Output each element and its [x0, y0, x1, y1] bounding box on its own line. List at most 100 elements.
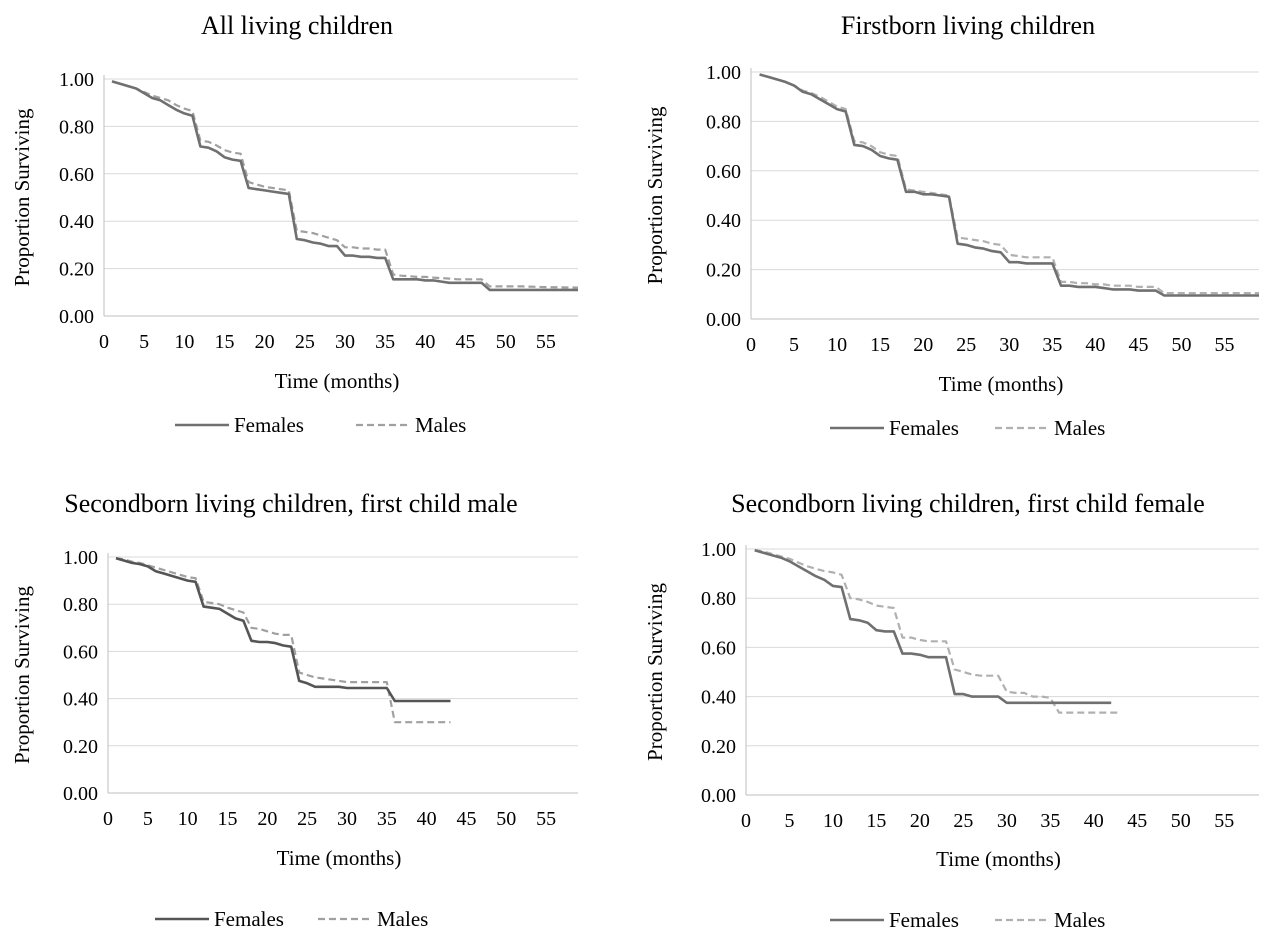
- x-tick-label: 20: [255, 331, 275, 353]
- y-tick-label: 0.00: [59, 306, 94, 328]
- x-tick-label: 55: [1215, 334, 1235, 356]
- x-tick-label: 10: [174, 331, 194, 353]
- y-tick-label: 0.80: [701, 588, 736, 610]
- x-tick-label: 35: [377, 808, 397, 830]
- x-tick-label: 55: [1214, 810, 1234, 832]
- chart-svg: Secondborn living children, first child …: [10, 489, 578, 929]
- y-axis-label: Proportion Surviving: [643, 583, 667, 761]
- x-tick-label: 50: [1171, 810, 1191, 832]
- x-tick-label: 10: [823, 810, 843, 832]
- y-tick-label: 0.20: [63, 736, 98, 758]
- series-line-males: [759, 73, 1259, 295]
- series-line-females: [754, 548, 1112, 705]
- x-axis-label: Time (months): [275, 369, 400, 393]
- x-tick-label: 0: [741, 810, 751, 832]
- x-tick-label: 5: [784, 810, 794, 832]
- legend-label-males: Males: [377, 907, 428, 929]
- y-tick-label: 0.40: [701, 687, 736, 709]
- y-tick-label: 0.60: [706, 161, 741, 183]
- x-tick-label: 45: [1128, 334, 1148, 356]
- x-axis-label: Time (months): [936, 847, 1061, 871]
- x-tick-label: 10: [178, 808, 198, 830]
- x-tick-label: 40: [1084, 810, 1104, 832]
- y-tick-label: 0.00: [701, 785, 736, 807]
- series-line-females: [759, 73, 1259, 297]
- legend-label-females: Females: [214, 907, 284, 929]
- y-axis-label: Proportion Surviving: [10, 586, 34, 764]
- series-line-males: [754, 549, 1120, 714]
- x-tick-label: 25: [956, 334, 976, 356]
- y-tick-label: 0.60: [701, 637, 736, 659]
- x-tick-label: 15: [217, 808, 237, 830]
- x-tick-label: 5: [139, 331, 149, 353]
- chart-svg: Secondborn living children, first child …: [643, 489, 1259, 929]
- chart-secondborn-first-child-female: Secondborn living children, first child …: [633, 464, 1266, 929]
- chart-title: Secondborn living children, first child …: [64, 489, 517, 518]
- x-tick-label: 25: [297, 808, 317, 830]
- legend-label-females: Females: [234, 413, 304, 437]
- x-tick-label: 55: [536, 331, 556, 353]
- series-line-males: [115, 557, 451, 724]
- chart-all-living-children: All living children 0.00 0.20 0.40 0.60 0.80 1…: [0, 0, 633, 464]
- x-tick-label: 45: [456, 331, 476, 353]
- x-tick-label: 30: [335, 331, 355, 353]
- y-tick-label: 0.00: [706, 309, 741, 331]
- legend-label-females: Females: [889, 908, 959, 929]
- x-tick-label: 5: [789, 334, 799, 356]
- x-tick-label: 30: [337, 808, 357, 830]
- x-tick-label: 20: [910, 810, 930, 832]
- x-tick-label: 50: [496, 331, 516, 353]
- y-tick-label: 0.40: [63, 689, 98, 711]
- x-tick-label: 20: [913, 334, 933, 356]
- y-tick-label: 0.80: [63, 594, 98, 616]
- y-tick-label: 0.60: [63, 641, 98, 663]
- x-tick-label: 0: [746, 334, 756, 356]
- x-tick-label: 15: [870, 334, 890, 356]
- x-tick-label: 0: [99, 331, 109, 353]
- x-tick-label: 50: [496, 808, 516, 830]
- legend-label-males: Males: [415, 413, 466, 437]
- y-tick-label: 0.40: [59, 211, 94, 233]
- y-tick-label: 0.40: [706, 210, 741, 232]
- y-tick-label: 0.20: [701, 736, 736, 758]
- x-tick-label: 40: [1085, 334, 1105, 356]
- y-axis-label: Proportion Surviving: [643, 106, 667, 284]
- legend-label-females: Females: [889, 416, 959, 440]
- y-tick-label: 1.00: [701, 539, 736, 561]
- chart-svg: Firstborn living children 0.00 0.20 0.40 0.6…: [643, 11, 1259, 440]
- legend-label-males: Males: [1054, 908, 1105, 929]
- x-axis-label: Time (months): [939, 372, 1064, 396]
- x-tick-label: 25: [953, 810, 973, 832]
- series-line-males: [111, 80, 579, 289]
- x-tick-label: 35: [1042, 334, 1062, 356]
- series-line-females: [111, 80, 578, 292]
- x-tick-label: 15: [215, 331, 235, 353]
- x-tick-label: 40: [415, 331, 435, 353]
- chart-title: Firstborn living children: [841, 11, 1095, 40]
- x-tick-label: 45: [456, 808, 476, 830]
- x-tick-label: 10: [827, 334, 847, 356]
- y-tick-label: 1.00: [59, 69, 94, 91]
- y-tick-label: 1.00: [706, 62, 741, 84]
- x-tick-label: 5: [143, 808, 153, 830]
- x-tick-label: 25: [295, 331, 315, 353]
- y-tick-label: 0.80: [59, 116, 94, 138]
- x-tick-label: 30: [999, 334, 1019, 356]
- x-tick-label: 30: [997, 810, 1017, 832]
- y-tick-label: 0.60: [59, 164, 94, 186]
- y-tick-label: 0.80: [706, 111, 741, 133]
- chart-firstborn-living-children: Firstborn living children 0.00 0.20 0.40 0.6…: [633, 0, 1266, 464]
- y-axis-label: Proportion Surviving: [10, 108, 34, 286]
- x-tick-label: 35: [1040, 810, 1060, 832]
- x-tick-label: 55: [536, 808, 556, 830]
- y-tick-label: 0.20: [59, 259, 94, 281]
- y-tick-label: 0.00: [63, 783, 98, 805]
- chart-svg: All living children 0.00 0.20 0.40 0.60 0.80 1…: [10, 11, 579, 437]
- series-line-females: [115, 556, 451, 703]
- x-tick-label: 20: [257, 808, 277, 830]
- chart-title: All living children: [201, 11, 393, 40]
- x-tick-label: 50: [1172, 334, 1192, 356]
- x-tick-label: 15: [866, 810, 886, 832]
- legend-label-males: Males: [1054, 416, 1105, 440]
- chart-secondborn-first-child-male: Secondborn living children, first child …: [0, 464, 633, 929]
